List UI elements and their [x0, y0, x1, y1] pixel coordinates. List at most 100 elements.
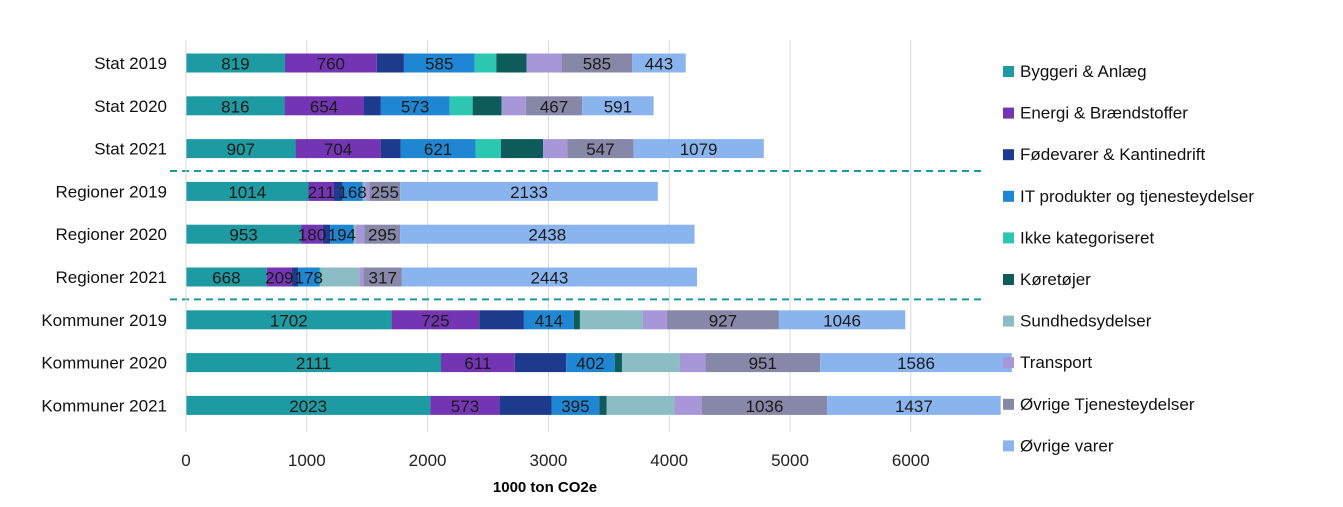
bar-value-label: 194: [328, 226, 356, 245]
bar-segment: [679, 353, 706, 373]
y-tick-label: Stat 2020: [94, 97, 167, 116]
legend-label: Energi & Brændstoffer: [1020, 104, 1188, 123]
bar-segment: [441, 353, 515, 373]
bar-segment: [284, 96, 364, 116]
bar-value-label: 402: [576, 354, 604, 373]
legend-swatch: [1003, 274, 1014, 285]
bar-segment: [186, 139, 296, 159]
bar-value-label: 951: [749, 354, 777, 373]
bar-segment: [284, 53, 377, 73]
y-tick-label: Regioner 2020: [55, 225, 167, 244]
bar-value-label: 414: [535, 311, 563, 330]
legend-label: Byggeri & Anlæg: [1020, 62, 1147, 81]
bar-segment: [362, 181, 366, 201]
bar-segment: [642, 310, 667, 330]
bar-segment: [401, 267, 697, 287]
bar-value-label: 585: [583, 55, 611, 74]
bar-value-label: 1014: [228, 183, 266, 202]
bar-segment: [319, 267, 321, 287]
y-tick-label: Kommuner 2019: [41, 311, 167, 330]
bar-segment: [523, 310, 574, 330]
bar-segment: [573, 310, 580, 330]
bar-segment: [525, 96, 583, 116]
legend-swatch: [1003, 440, 1014, 452]
bar-segment: [567, 139, 634, 159]
x-axis: 1000 ton CO2e 0 1000 2000 3000 4000 5000 6000: [181, 451, 929, 496]
bar-segment: [308, 181, 334, 201]
y-tick-label: Kommuner 2021: [41, 396, 167, 415]
bar-segment: [186, 181, 309, 201]
legend-swatch: [1003, 107, 1014, 119]
bar-segment: [186, 267, 267, 287]
bar-value-label: 704: [324, 140, 352, 159]
bar-segment: [449, 96, 473, 116]
bar-value-label: 1586: [897, 354, 935, 373]
x-axis-title: 1000 ton CO2e: [493, 479, 597, 496]
bar-segment: [369, 181, 401, 201]
bar-value-label: 1702: [270, 311, 308, 330]
bar-segment: [632, 53, 686, 73]
bar-segment: [186, 395, 431, 415]
legend-swatch: [1003, 357, 1014, 369]
bar-segment: [353, 224, 356, 244]
bar-segment: [475, 139, 501, 159]
bar-value-label: 760: [317, 55, 345, 74]
legend-label: Ikke kategoriseret: [1020, 228, 1154, 247]
bar-segment: [400, 181, 658, 201]
x-tick-label: 3000: [529, 451, 567, 470]
bar-segment: [561, 53, 633, 73]
bar-segment: [403, 53, 475, 73]
legend-swatch: [1003, 190, 1014, 202]
bar-value-label: 907: [227, 140, 255, 159]
bar-segment: [579, 310, 643, 330]
bar-segment: [820, 353, 1012, 373]
bar-segment: [701, 395, 828, 415]
bar-value-label: 467: [540, 97, 568, 116]
legend-label: Øvrige varer: [1020, 436, 1114, 455]
y-tick-label: Regioner 2021: [55, 268, 167, 287]
bar-segment: [430, 395, 500, 415]
bar-segment: [380, 96, 450, 116]
legend-swatch: [1003, 398, 1014, 410]
bar-value-label: 2443: [531, 269, 569, 288]
bar-segment: [633, 139, 764, 159]
bar-value-label: 209: [265, 269, 293, 288]
bar-segment: [827, 395, 1001, 415]
bar-value-label: 2438: [528, 226, 566, 245]
x-tick-label: 0: [181, 451, 190, 470]
legend-label: IT produkter og tjenesteydelser: [1020, 187, 1254, 206]
bar-value-label: 953: [229, 226, 257, 245]
bar-segment: [320, 267, 360, 287]
legend-label: Transport: [1020, 353, 1092, 372]
bar-value-label: 611: [464, 354, 491, 373]
legend-label: Øvrige Tjenesteydelser: [1020, 395, 1195, 414]
bar-segment: [599, 395, 607, 415]
bar-segment: [186, 310, 392, 330]
bar-value-label: 395: [561, 397, 589, 416]
x-tick-label: 2000: [409, 451, 447, 470]
bar-segment: [186, 53, 285, 73]
bar-segment: [376, 53, 404, 73]
bar-value-label: 178: [295, 269, 323, 288]
y-tick-label: Stat 2021: [94, 140, 167, 159]
bar-segment: [496, 53, 527, 73]
bar-value-label: 591: [604, 97, 632, 116]
legend-label: Fødevarer & Kantinedrift: [1020, 145, 1205, 164]
bar-segment: [363, 96, 381, 116]
x-tick-label: 1000: [288, 451, 326, 470]
bar-segment: [355, 224, 365, 244]
bar-segment: [295, 139, 381, 159]
bar-value-label: 819: [221, 55, 249, 74]
y-tick-label: Kommuner 2020: [41, 354, 167, 373]
bar-value-label: 1036: [746, 397, 784, 416]
bar-value-label: 295: [368, 226, 396, 245]
bar-segment: [297, 267, 320, 287]
bar-segment: [543, 139, 568, 159]
legend-swatch: [1003, 315, 1014, 327]
bar-value-label: 2111: [296, 354, 331, 373]
bars: [186, 53, 1012, 415]
bar-segment: [778, 310, 906, 330]
bar-value-label: 1079: [680, 140, 718, 159]
